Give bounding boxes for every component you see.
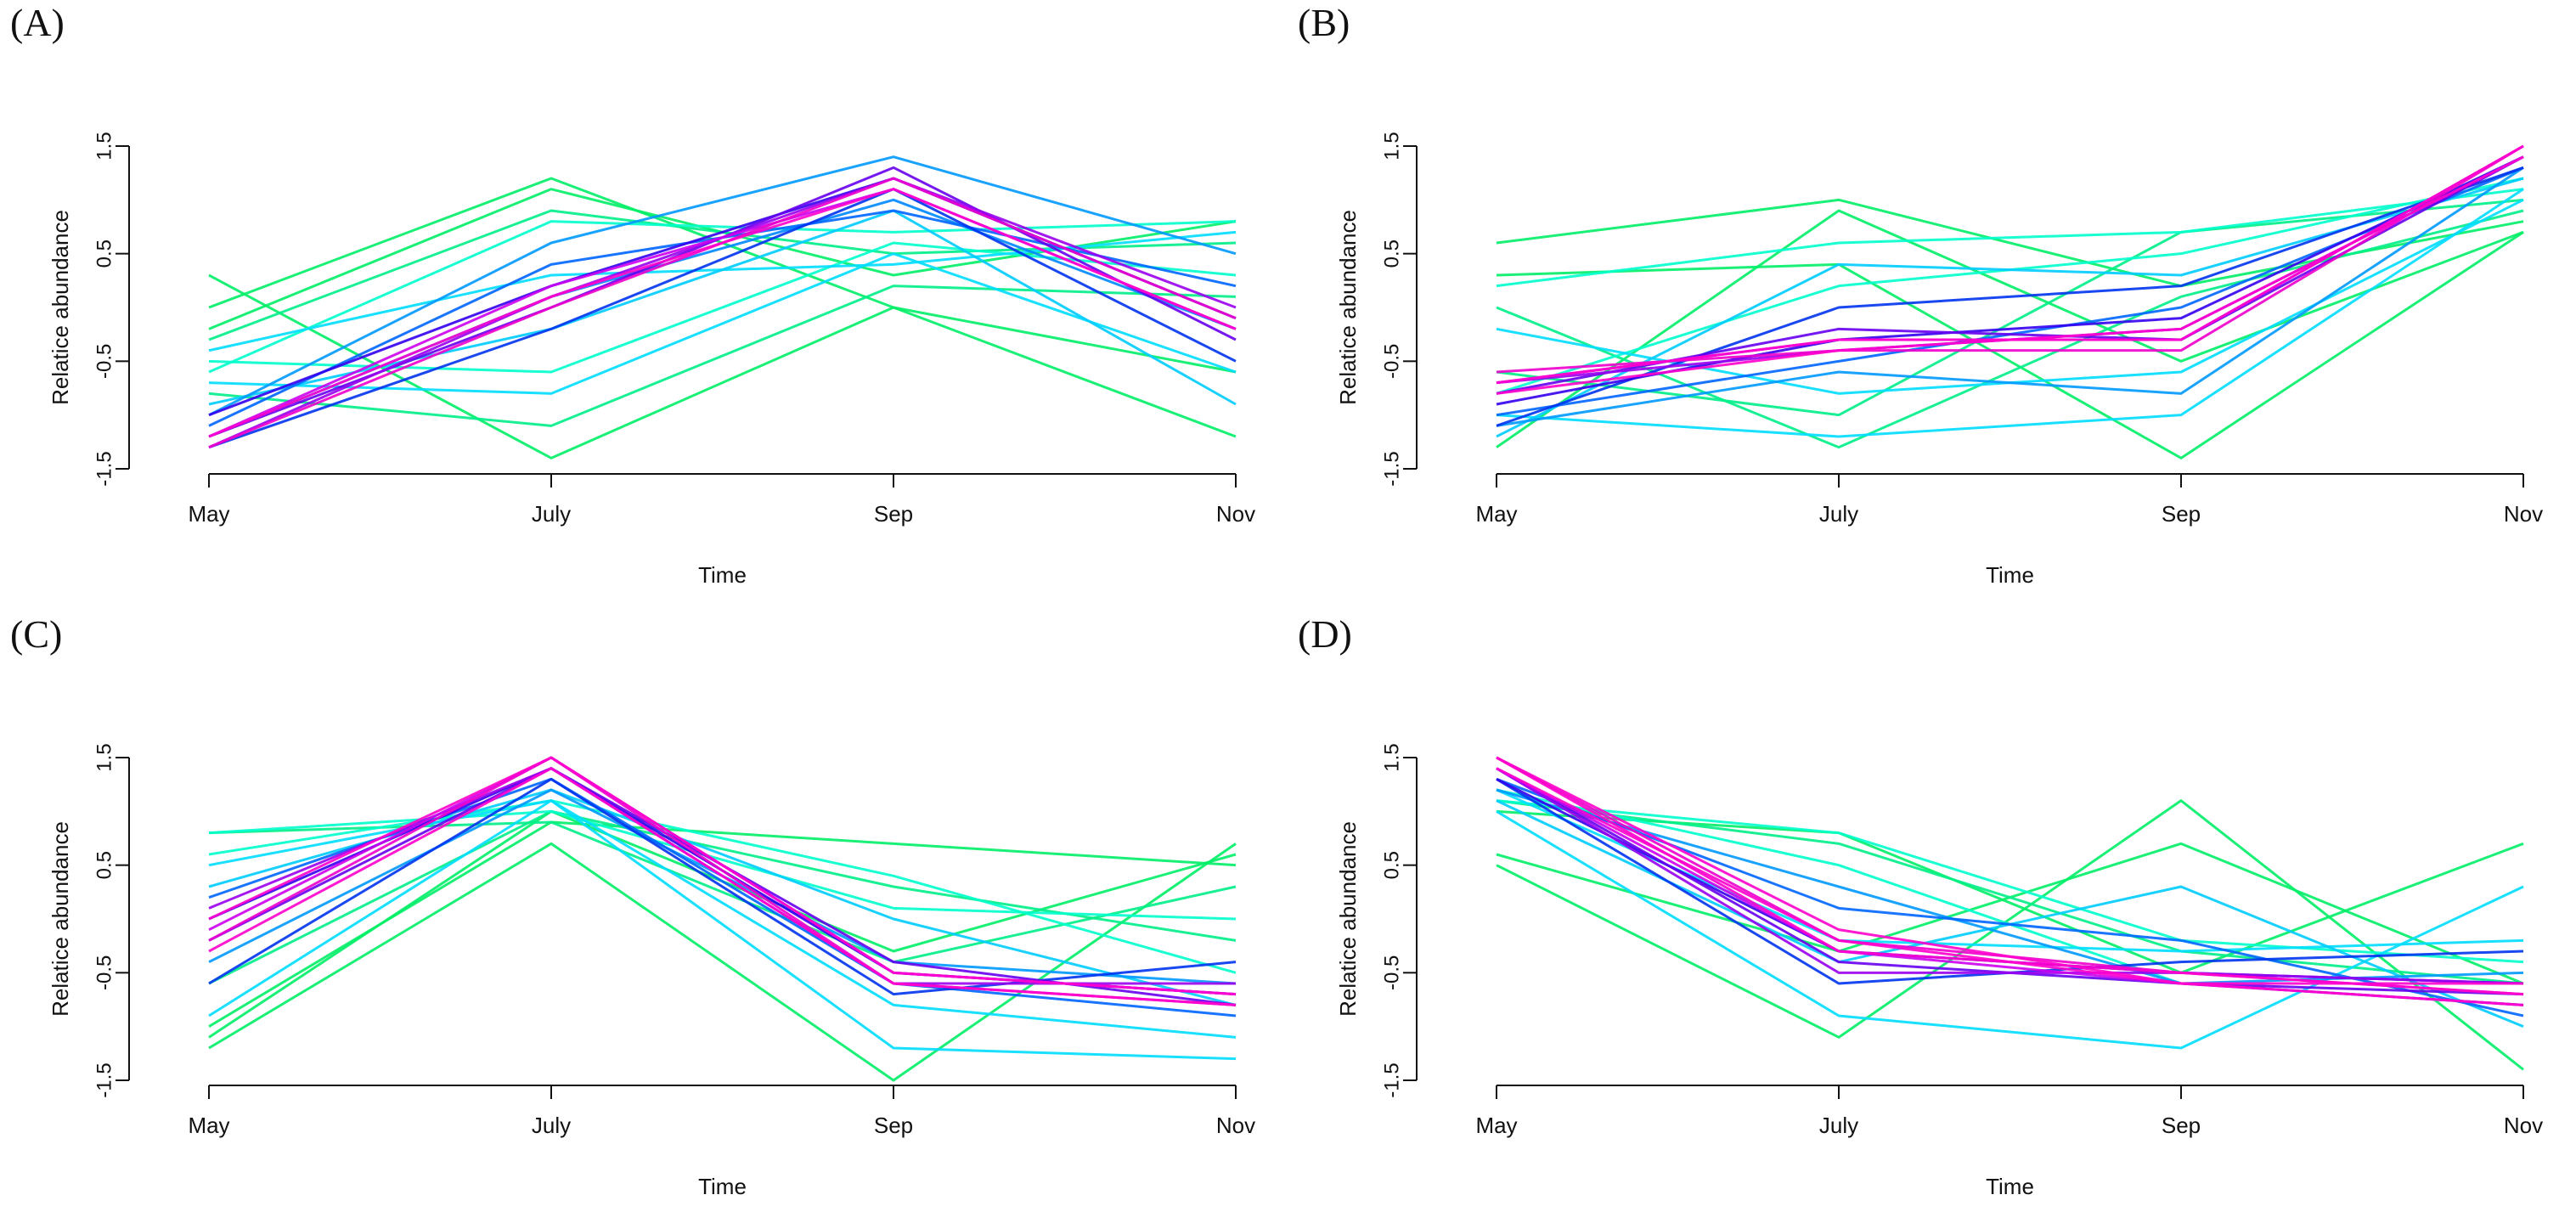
series-line-s20 [1496,155,2524,395]
y-tick-label: 0.5 [93,851,116,879]
panel-b: (B) -1.5 -0.5 0.5 1.5 Relatice abundance May J… [1288,0,2575,612]
x-tick-label: Nov [1216,1113,1255,1138]
panel-d: (D) -1.5 -0.5 0.5 1.5 Relatice abundance May J… [1288,612,2575,1223]
series-line-s8 [1496,188,2524,438]
panel-letter: (B) [1298,1,1350,44]
y-tick-label: 0.5 [1380,240,1403,268]
series-line-s16 [208,166,1237,438]
series-line-s6 [1496,188,2524,288]
series-line-s8 [208,799,1237,1061]
x-tick-label: July [1819,1113,1858,1138]
series-line-s14 [208,188,1237,449]
series-line-s2 [208,177,1237,374]
x-axis-title: Time [698,562,747,588]
series-line-s13 [208,777,1237,996]
panel-letter: (C) [10,612,63,656]
x-tick-label: May [188,501,229,527]
series-line-s1 [208,842,1237,1082]
series-line-s5 [208,209,1237,341]
y-tick-label: -0.5 [93,955,116,990]
y-tick-label: -1.5 [1380,451,1403,486]
x-tick-label: May [1475,501,1517,527]
series-line-s19 [1496,144,2524,385]
x-tick-label: Sep [874,1113,913,1138]
y-tick-label: -1.5 [93,1062,116,1097]
series-group [1496,756,2524,1071]
series-line-s18 [1496,144,2524,374]
y-axis-title: Relatice abundance [48,210,73,405]
y-tick-label: 0.5 [93,240,116,268]
x-tick-label: Nov [2504,501,2543,527]
y-tick-label: -0.5 [93,344,116,379]
series-line-s1 [1496,231,2524,459]
x-tick-label: Sep [874,501,913,527]
series-group [208,155,1237,459]
series-line-s17 [1496,144,2524,385]
x-tick-label: May [1475,1113,1517,1138]
line-chart-d: -1.5 -0.5 0.5 1.5 Relatice abundance May July S… [1335,743,2543,1199]
x-tick-label: Sep [2162,1113,2201,1138]
y-axis-title: Relatice abundance [1335,821,1361,1017]
series-line-s7 [1496,810,2524,1050]
x-axis-title: Time [1986,562,2034,588]
x-tick-label: July [532,1113,571,1138]
line-chart-b: -1.5 -0.5 0.5 1.5 Relatice abundance May July S… [1335,132,2543,588]
series-line-s4 [208,285,1237,427]
series-line-s9 [208,799,1237,1039]
y-tick-label: -1.5 [1380,1062,1403,1097]
x-tick-label: Nov [1216,501,1255,527]
series-line-s10 [1496,177,2524,438]
x-axis-title: Time [698,1174,747,1199]
panel-letter: (D) [1298,612,1352,656]
series-line-s13 [1496,166,2524,427]
panel-letter: (A) [10,1,65,44]
y-tick-label: 1.5 [93,743,116,771]
series-group [1496,144,2524,459]
series-line-s20 [208,767,1237,1006]
series-line-s6 [208,809,1237,921]
x-tick-label: July [532,501,571,527]
y-tick-label: 1.5 [1380,132,1403,160]
series-line-s4 [1496,209,2524,449]
series-line-s19 [208,756,1237,996]
series-line-s6 [208,220,1237,374]
y-axis-title: Relatice abundance [1335,210,1361,405]
y-tick-label: 1.5 [1380,743,1403,771]
line-chart-c: -1.5 -0.5 0.5 1.5 Relatice abundance May July S… [48,743,1255,1199]
series-line-s5 [1496,799,2524,964]
series-line-s3 [1496,209,2524,448]
panel-c: (C) -1.5 -0.5 0.5 1.5 Relatice abundance May J… [0,612,1288,1223]
series-line-s7 [208,799,1237,974]
x-tick-label: Sep [2162,501,2201,527]
x-axis-title: Time [1986,1174,2034,1199]
series-line-s15 [1496,767,2524,985]
y-tick-label: -1.5 [93,451,116,486]
series-line-s11 [1496,166,2524,427]
y-tick-label: 0.5 [1380,851,1403,879]
x-tick-label: July [1819,501,1858,527]
x-tick-label: May [188,1113,229,1138]
series-line-s20 [1496,767,2524,1006]
series-line-s1 [1496,799,2524,1071]
series-group [208,756,1237,1082]
y-tick-label: -0.5 [1380,955,1403,990]
y-axis-title: Relatice abundance [48,821,73,1017]
x-tick-label: Nov [2504,1113,2543,1138]
y-tick-label: -0.5 [1380,344,1403,379]
series-line-s11 [208,155,1237,417]
line-chart-a: -1.5 -0.5 0.5 1.5 Relatice abundance May July S… [48,132,1255,588]
series-line-s20 [208,188,1237,438]
y-tick-label: 1.5 [93,132,116,160]
panel-a: (A) -1.5 -0.5 0.5 1.5 Relatice abundance May J… [0,0,1288,612]
